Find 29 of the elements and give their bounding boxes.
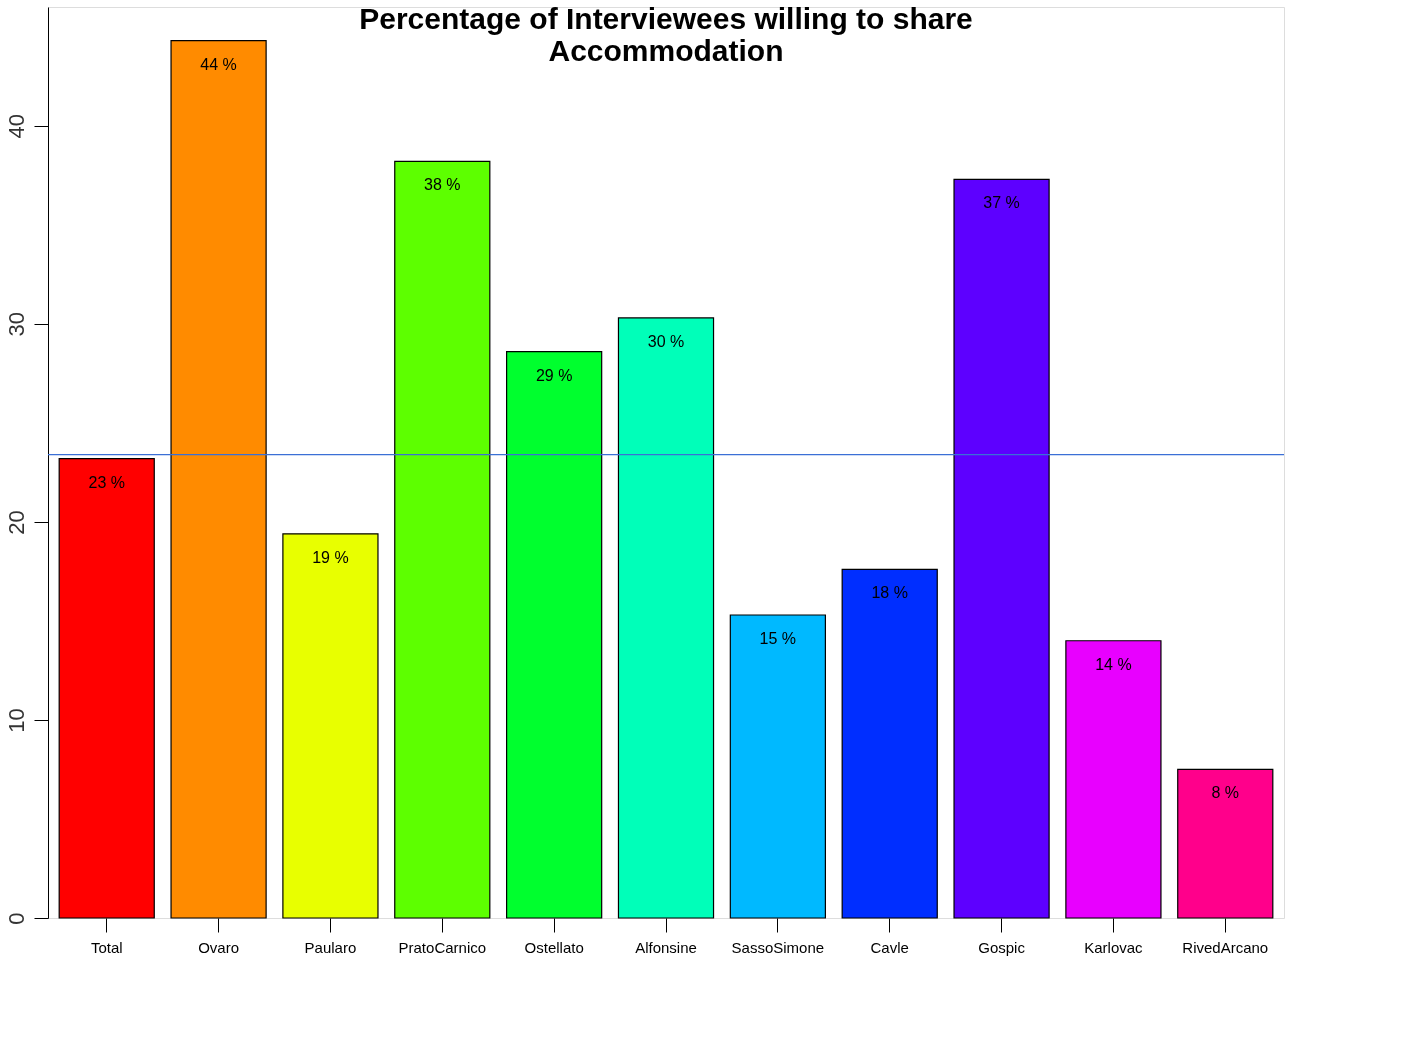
data-label: 44 % — [200, 55, 237, 73]
data-label: 29 % — [535, 366, 573, 384]
x-tick-label: Total — [90, 938, 123, 956]
x-tick-label: Alfonsine — [635, 938, 697, 956]
x-tick-label: PratoCarnico — [398, 938, 487, 956]
y-tick-label: 20 — [3, 510, 29, 535]
x-tick-label: Cavle — [870, 938, 909, 956]
text: Accommodation — [548, 34, 784, 67]
x-tick-label: Paularo — [304, 938, 357, 956]
x-tick-label: SassoSimone — [731, 938, 825, 956]
y-tick-label: 40 — [3, 114, 29, 139]
data-label: 37 % — [983, 194, 1020, 212]
data-label: 14 % — [1095, 655, 1132, 673]
data-label: 15 % — [759, 629, 797, 647]
data-label: 8 % — [1211, 784, 1240, 802]
x-tick-label: Gospic — [978, 938, 1026, 956]
y-tick-label: 0 — [3, 912, 29, 925]
x-tick-label: Ovaro — [198, 938, 240, 956]
x-tick-label: RivedArcano — [1182, 938, 1269, 956]
y-tick-label: 10 — [3, 708, 29, 733]
data-label: 23 % — [88, 473, 125, 491]
data-label: 30 % — [647, 332, 685, 350]
y-tick-label: 30 — [3, 312, 29, 337]
data-label: 18 % — [871, 584, 908, 602]
data-label: 19 % — [312, 548, 349, 566]
x-tick-label: Karlovac — [1084, 938, 1144, 956]
data-label: 38 % — [424, 176, 461, 194]
x-tick-label: Ostellato — [524, 938, 584, 956]
text: Percentage of Interviewees willing to share — [359, 2, 973, 35]
